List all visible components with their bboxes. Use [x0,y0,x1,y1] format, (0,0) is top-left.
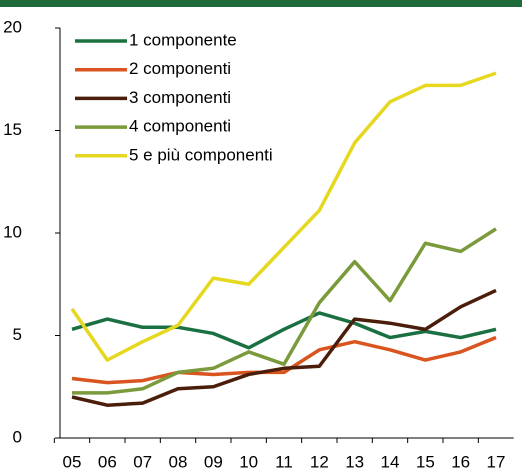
y-tick-label: 15 [3,120,22,139]
x-tick-label: 08 [169,452,188,471]
series-line [72,227,497,395]
legend-label: 1 componente [129,30,237,49]
series-line [71,311,497,350]
y-tick-label: 20 [3,17,22,36]
legend-label: 3 componenti [129,88,231,107]
x-tick-label: 10 [239,452,258,471]
x-tick-label: 13 [345,452,364,471]
x-tick-label: 06 [98,452,117,471]
header-bar [0,0,522,7]
y-tick-label: 0 [13,427,22,446]
x-tick-label: 15 [416,452,435,471]
x-tick-label: 07 [133,452,152,471]
legend-label: 4 componenti [129,117,231,136]
series-line [70,71,497,362]
x-tick-label: 05 [63,452,82,471]
y-tick-label: 5 [13,325,22,344]
x-tick-label: 09 [204,452,223,471]
x-tick-label: 14 [381,452,400,471]
legend-label: 5 e più componenti [129,145,273,164]
y-tick-label: 10 [3,222,22,241]
legend-label: 2 componenti [129,59,231,78]
x-tick-label: 16 [451,452,470,471]
series-line [71,335,497,385]
x-tick-label: 11 [275,452,293,471]
x-tick-label: 12 [310,452,329,471]
series-line [71,288,497,407]
x-tick-label: 17 [487,452,506,471]
